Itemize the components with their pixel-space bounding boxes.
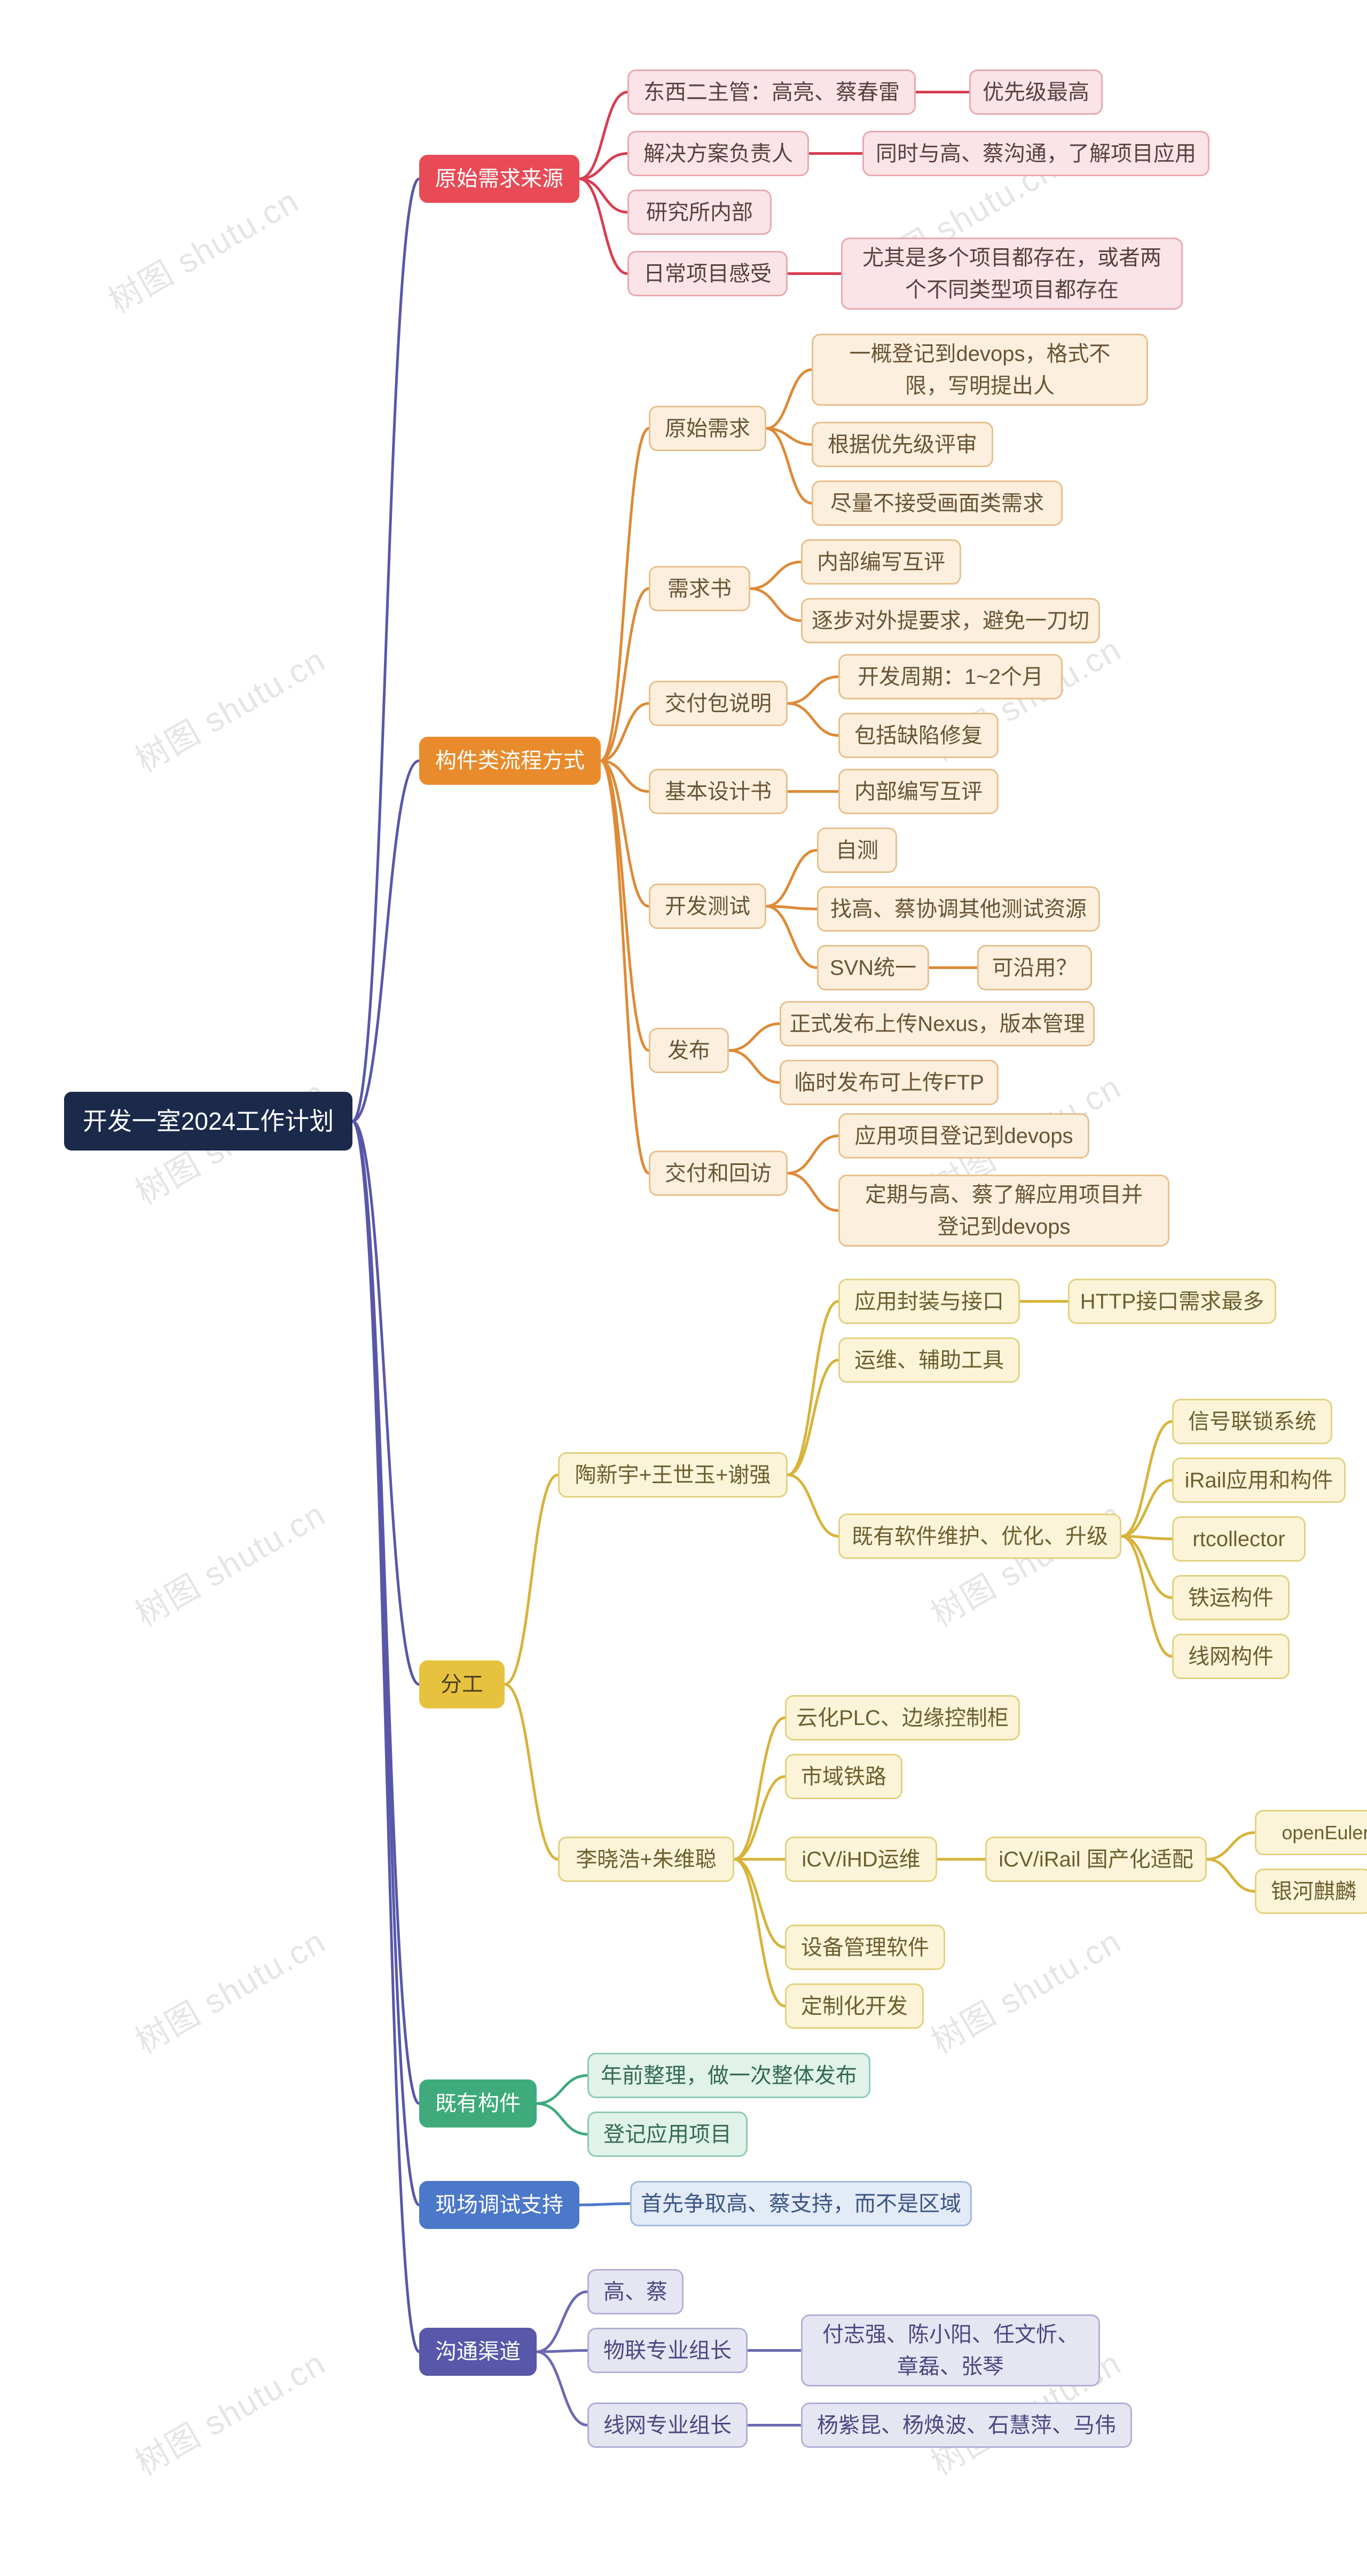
mindmap-node[interactable]: HTTP接口需求最多 [1068, 1279, 1276, 1324]
mindmap-node[interactable]: 现场调试支持 [419, 2181, 579, 2229]
mindmap-node[interactable]: rtcollector [1172, 1516, 1306, 1562]
mindmap-node[interactable]: 既有构件 [419, 2079, 537, 2128]
mindmap-node[interactable]: iCV/iRail 国产化适配 [985, 1837, 1207, 1882]
mindmap-node[interactable]: 线网专业组长 [587, 2402, 748, 2448]
mindmap-node[interactable]: 交付和回访 [649, 1151, 788, 1196]
mindmap-node[interactable]: 付志强、陈小阳、任文忻、章磊、张琴 [801, 2314, 1100, 2386]
watermark: 树图 shutu.cn [125, 1915, 333, 2063]
mindmap-canvas: 树图 shutu.cn 树图 shutu.cn 树图 shutu.cn 树图 shut… [0, 0, 1367, 2576]
mindmap-node[interactable]: 既有软件维护、优化、升级 [838, 1514, 1121, 1559]
mindmap-node[interactable]: 开发测试 [649, 884, 766, 929]
watermark: 树图 shutu.cn [125, 634, 333, 782]
mindmap-node[interactable]: 可沿用？ [977, 945, 1092, 990]
mindmap-node[interactable]: 沟通渠道 [419, 2328, 537, 2376]
mindmap-node[interactable]: 原始需求 [649, 406, 766, 451]
mindmap-node[interactable]: 定期与高、蔡了解应用项目并登记到devops [838, 1175, 1169, 1247]
mindmap-node[interactable]: 物联专业组长 [587, 2328, 748, 2373]
mindmap-node[interactable]: 内部编写互评 [838, 769, 999, 814]
mindmap-node[interactable]: 登记应用项目 [587, 2112, 748, 2157]
mindmap-node[interactable]: iRail应用和构件 [1172, 1458, 1346, 1503]
mindmap-node[interactable]: SVN统一 [817, 945, 929, 990]
mindmap-node[interactable]: 东西二主管：高亮、蔡春雷 [627, 69, 916, 115]
mindmap-node[interactable]: 发布 [649, 1028, 729, 1073]
mindmap-node[interactable]: 一概登记到devops，格式不限，写明提出人 [812, 334, 1148, 406]
mindmap-node[interactable]: 优先级最高 [969, 69, 1103, 115]
mindmap-node[interactable]: 高、蔡 [587, 2269, 684, 2314]
mindmap-node[interactable]: 研究所内部 [627, 190, 772, 235]
mindmap-node[interactable]: 自测 [817, 828, 897, 873]
watermark: 树图 shutu.cn [125, 2337, 333, 2485]
mindmap-node[interactable]: 正式发布上传Nexus，版本管理 [780, 1001, 1095, 1046]
mindmap-node[interactable]: 根据优先级评审 [812, 422, 993, 467]
mindmap-node[interactable]: 交付包说明 [649, 681, 788, 726]
mindmap-node[interactable]: 定制化开发 [785, 1983, 924, 2029]
mindmap-node[interactable]: 尤其是多个项目都存在，或者两个不同类型项目都存在 [841, 238, 1183, 310]
mindmap-node[interactable]: 原始需求来源 [419, 155, 579, 203]
mindmap-node[interactable]: 铁运构件 [1172, 1575, 1290, 1620]
mindmap-node[interactable]: 分工 [419, 1660, 505, 1708]
mindmap-node[interactable]: 首先争取高、蔡支持，而不是区域 [630, 2181, 972, 2226]
mindmap-node[interactable]: 同时与高、蔡沟通，了解项目应用 [862, 131, 1209, 176]
mindmap-node[interactable]: 云化PLC、边缘控制柜 [785, 1695, 1020, 1740]
mindmap-node[interactable]: 逐步对外提要求，避免一刀切 [801, 598, 1100, 643]
mindmap-node[interactable]: 运维、辅助工具 [838, 1337, 1020, 1383]
mindmap-node[interactable]: 李晓浩+朱维聪 [558, 1837, 734, 1882]
mindmap-node[interactable]: 包括缺陷修复 [838, 713, 999, 758]
mindmap-node[interactable]: 银河麒麟 [1255, 1869, 1367, 1914]
watermark: 树图 shutu.cn [921, 1915, 1128, 2063]
mindmap-node[interactable]: 开发周期：1~2个月 [838, 654, 1063, 699]
mindmap-node[interactable]: 应用项目登记到devops [838, 1113, 1089, 1159]
mindmap-node[interactable]: 杨紫昆、杨焕波、石慧萍、马伟 [801, 2402, 1132, 2448]
mindmap-node[interactable]: 市域铁路 [785, 1754, 902, 1799]
mindmap-node[interactable]: 信号联锁系统 [1172, 1399, 1332, 1444]
mindmap-node[interactable]: 尽量不接受画面类需求 [812, 480, 1063, 526]
watermark: 树图 shutu.cn [98, 175, 306, 322]
mindmap-node[interactable]: iCV/iHD运维 [785, 1837, 937, 1882]
mindmap-node[interactable]: 应用封装与接口 [838, 1279, 1020, 1324]
mindmap-node[interactable]: openEuler+openGauss [1255, 1810, 1367, 1855]
mindmap-root[interactable]: 开发一室2024工作计划 [64, 1092, 352, 1151]
mindmap-node[interactable]: 基本设计书 [649, 769, 788, 814]
mindmap-node[interactable]: 需求书 [649, 566, 750, 611]
watermark: 树图 shutu.cn [921, 1488, 1128, 1636]
mindmap-node[interactable]: 临时发布可上传FTP [780, 1060, 999, 1105]
mindmap-node[interactable]: 内部编写互评 [801, 539, 961, 585]
mindmap-node[interactable]: 构件类流程方式 [419, 737, 601, 785]
mindmap-node[interactable]: 找高、蔡协调其他测试资源 [817, 886, 1100, 932]
mindmap-node[interactable]: 日常项目感受 [627, 251, 788, 296]
watermark: 树图 shutu.cn [125, 1488, 333, 1636]
mindmap-node[interactable]: 陶新宇+王世玉+谢强 [558, 1452, 788, 1498]
mindmap-node[interactable]: 线网构件 [1172, 1634, 1290, 1679]
mindmap-node[interactable]: 设备管理软件 [785, 1925, 945, 1970]
mindmap-node[interactable]: 年前整理，做一次整体发布 [587, 2053, 870, 2098]
mindmap-node[interactable]: 解决方案负责人 [627, 131, 809, 176]
